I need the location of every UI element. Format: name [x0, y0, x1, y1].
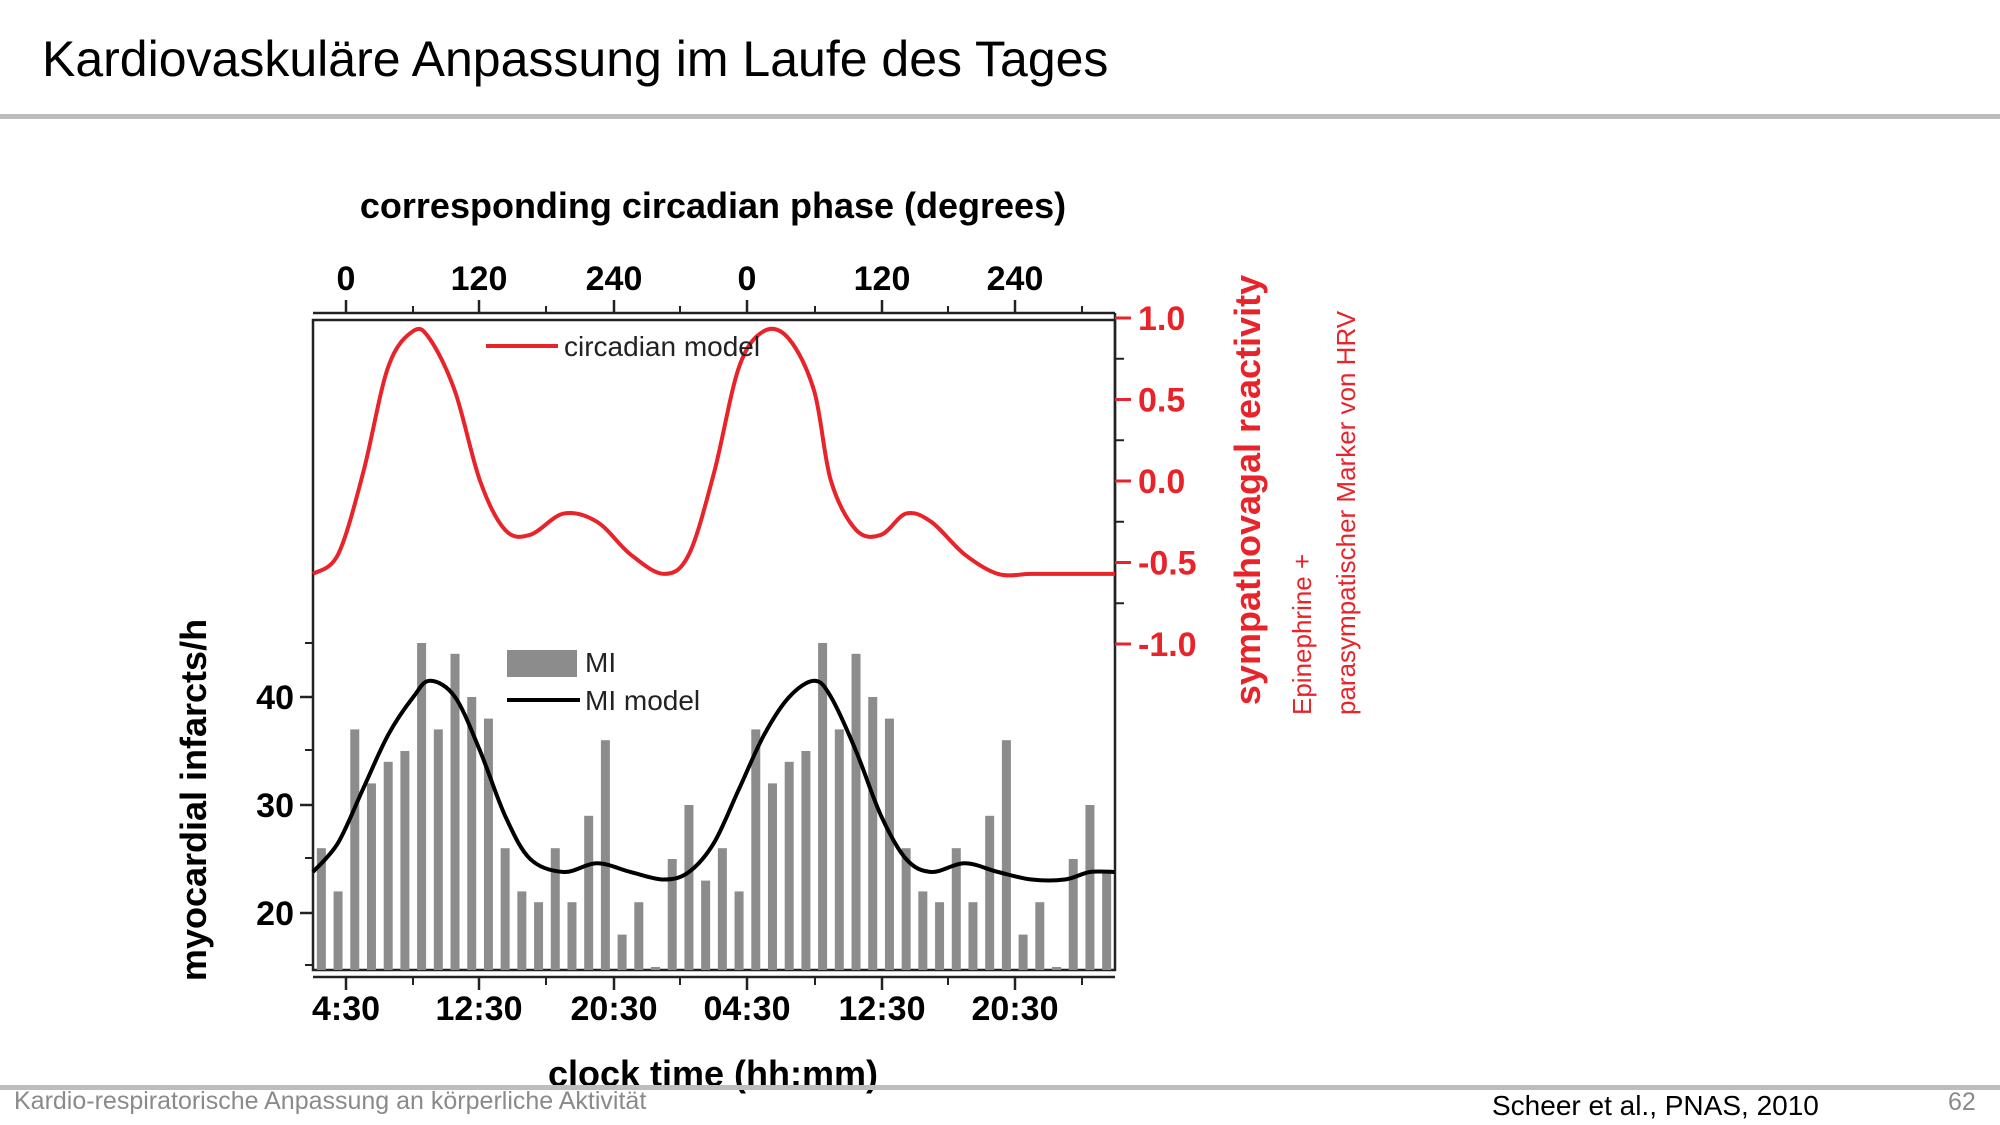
left-axis-tick-label: 40 [256, 679, 294, 717]
mi-bar [884, 718, 894, 970]
top-axis-tick-label: 120 [854, 260, 911, 298]
mi-bar [985, 815, 995, 970]
mi-bar [717, 848, 727, 970]
mi-bar [534, 902, 544, 970]
right-axis-tick-label: 0.5 [1138, 382, 1185, 420]
mi-bar [1102, 869, 1112, 970]
mi-model-line [311, 678, 1116, 883]
legend-mi-swatch [507, 650, 577, 677]
mi-bar [767, 783, 777, 970]
bottom-axis-tick-label: 20:30 [972, 990, 1059, 1028]
mi-bar [951, 848, 961, 970]
top-axis-tick-label: 0 [738, 260, 757, 298]
mi-bar [734, 891, 744, 970]
mi-bar [584, 815, 594, 970]
mi-bar [600, 740, 610, 970]
left-axis-tick-label: 30 [256, 787, 294, 825]
mi-bar [383, 761, 393, 970]
mi-bar [634, 902, 644, 970]
right-axis-tick-label: 0.0 [1138, 463, 1185, 501]
legend-mi-label: MI [585, 647, 616, 678]
top-axis-tick-label: 0 [337, 260, 356, 298]
mi-bar [550, 848, 560, 970]
mi-bar [968, 902, 978, 970]
title-divider [0, 114, 2000, 119]
right-axis: 1.0 0.5 0.0 -0.5 -1.0 [1113, 300, 1197, 664]
mi-bar [483, 718, 493, 970]
bottom-axis-tick-label: 04:30 [704, 990, 791, 1028]
mi-bar [801, 751, 811, 970]
mi-bar [1085, 805, 1095, 970]
top-axis-tick-label: 240 [586, 260, 643, 298]
circadian-model-line [311, 326, 1115, 578]
mi-bar [350, 729, 360, 970]
mi-bar [851, 653, 861, 970]
top-axis-tick-label: 120 [451, 260, 508, 298]
bottom-axis-tick-label: 12:30 [839, 990, 926, 1028]
mi-bar [333, 891, 343, 970]
bottom-axis-tick-label: 20:30 [571, 990, 658, 1028]
right-axis-tick-label: 1.0 [1138, 300, 1185, 338]
legend-mi-model-label: MI model [585, 685, 700, 716]
footer-text: Kardio-respiratorische Anpassung an körp… [14, 1087, 647, 1115]
mi-bar [400, 751, 410, 970]
left-axis: 20 30 40 [256, 642, 313, 966]
annotation-line-1: Epinephrine + [1287, 554, 1317, 715]
bottom-axis-tick-label: 12:30 [436, 990, 523, 1028]
right-axis-tick-label: -1.0 [1138, 626, 1197, 664]
mi-bar [935, 902, 945, 970]
left-axis-title: myocardial infarcts/h [173, 619, 214, 981]
mi-bar [450, 653, 460, 970]
top-axis-title: corresponding circadian phase (degrees) [360, 185, 1066, 226]
top-axis: 0 120 240 0 120 240 [313, 260, 1115, 315]
mi-bar [1052, 967, 1062, 970]
footer-divider [0, 1085, 2000, 1090]
mi-bar [818, 643, 828, 970]
legend-circadian-label: circadian model [564, 331, 760, 362]
slide-title: Kardiovaskuläre Anpassung im Laufe des T… [42, 31, 1109, 87]
annotation-line-2: parasympatischer Marker von HRV [1331, 310, 1361, 715]
right-axis-tick-label: -0.5 [1138, 545, 1197, 583]
mi-bar [1068, 859, 1078, 970]
mi-bar [467, 697, 477, 970]
mi-bar [1001, 740, 1011, 970]
mi-bar [901, 848, 911, 970]
mi-bar [316, 848, 326, 970]
mi-bar [417, 643, 427, 970]
bottom-axis: 4:30 12:30 20:30 04:30 12:30 20:30 [312, 975, 1115, 1028]
mi-bar [784, 761, 794, 970]
mi-bar [701, 880, 711, 970]
mi-bars [316, 643, 1112, 970]
mi-bar [1035, 902, 1045, 970]
mi-bar [500, 848, 510, 970]
mi-bar [617, 934, 627, 970]
mi-bar [433, 729, 443, 970]
mi-bar [366, 783, 376, 970]
mi-bar [834, 729, 844, 970]
mi-bar [517, 891, 527, 970]
right-axis-title: sympathovagal reactivity [1227, 275, 1268, 705]
mi-bar [567, 902, 577, 970]
mi-bar [651, 967, 661, 970]
top-axis-tick-label: 240 [987, 260, 1044, 298]
mi-bar [667, 859, 677, 970]
bottom-axis-tick-label: 4:30 [312, 990, 380, 1028]
page-number: 62 [1948, 1088, 1976, 1116]
mi-bar [868, 697, 878, 970]
mi-bar [918, 891, 928, 970]
citation: Scheer et al., PNAS, 2010 [1492, 1090, 1819, 1121]
left-axis-tick-label: 20 [256, 895, 294, 933]
mi-bar [684, 805, 694, 970]
mi-bar [751, 729, 761, 970]
mi-bar [1018, 934, 1028, 970]
